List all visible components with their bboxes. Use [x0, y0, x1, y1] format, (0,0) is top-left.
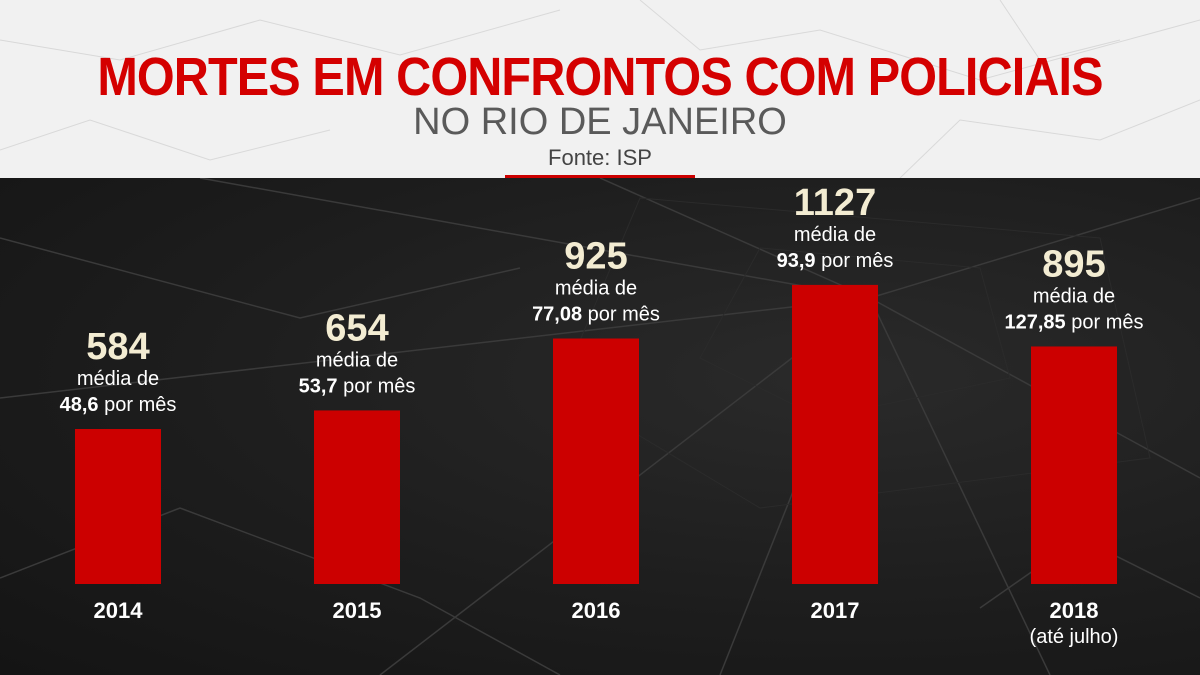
value-label-2016: 925: [564, 236, 627, 278]
average-prefix-label: média de: [794, 224, 876, 246]
bar-2017: [792, 284, 878, 584]
category-label-2015: 2015: [333, 598, 382, 623]
bar-2015: [314, 410, 400, 584]
header: MORTES EM CONFRONTOS COM POLICIAIS NO RI…: [0, 0, 1200, 178]
value-label-2014: 584: [86, 326, 149, 368]
average-prefix-label: média de: [1033, 285, 1115, 307]
category-note-2018: (até julho): [1030, 626, 1119, 648]
chart-title: MORTES EM CONFRONTOS COM POLICIAIS: [97, 47, 1103, 107]
value-label-2015: 654: [325, 307, 388, 349]
value-label-2017: 1127: [794, 182, 876, 224]
red-rule: [505, 175, 695, 178]
average-prefix-label: média de: [77, 368, 159, 390]
category-label-2018: 2018: [1050, 598, 1099, 623]
bar-2014: [75, 429, 161, 584]
category-label-2017: 2017: [811, 598, 860, 623]
source-note: Fonte: ISP: [548, 145, 652, 170]
chart-subtitle: NO RIO DE JANEIRO: [413, 101, 787, 143]
category-label-2014: 2014: [94, 598, 144, 623]
value-label-2018: 895: [1042, 243, 1105, 285]
bar-2016: [553, 338, 639, 584]
monthly-average-label-2015: 53,7 por mês: [299, 375, 416, 397]
cracked-glass-texture: [0, 0, 1200, 178]
monthly-average-label-2017: 93,9 por mês: [777, 250, 894, 272]
monthly-average-label-2018: 127,85 por mês: [1005, 311, 1144, 333]
average-prefix-label: média de: [316, 349, 398, 371]
monthly-average-label-2016: 77,08 por mês: [532, 304, 660, 326]
monthly-average-label-2014: 48,6 por mês: [60, 394, 177, 416]
bar-2018: [1031, 346, 1117, 584]
category-label-2016: 2016: [572, 598, 621, 623]
average-prefix-label: média de: [555, 278, 637, 300]
